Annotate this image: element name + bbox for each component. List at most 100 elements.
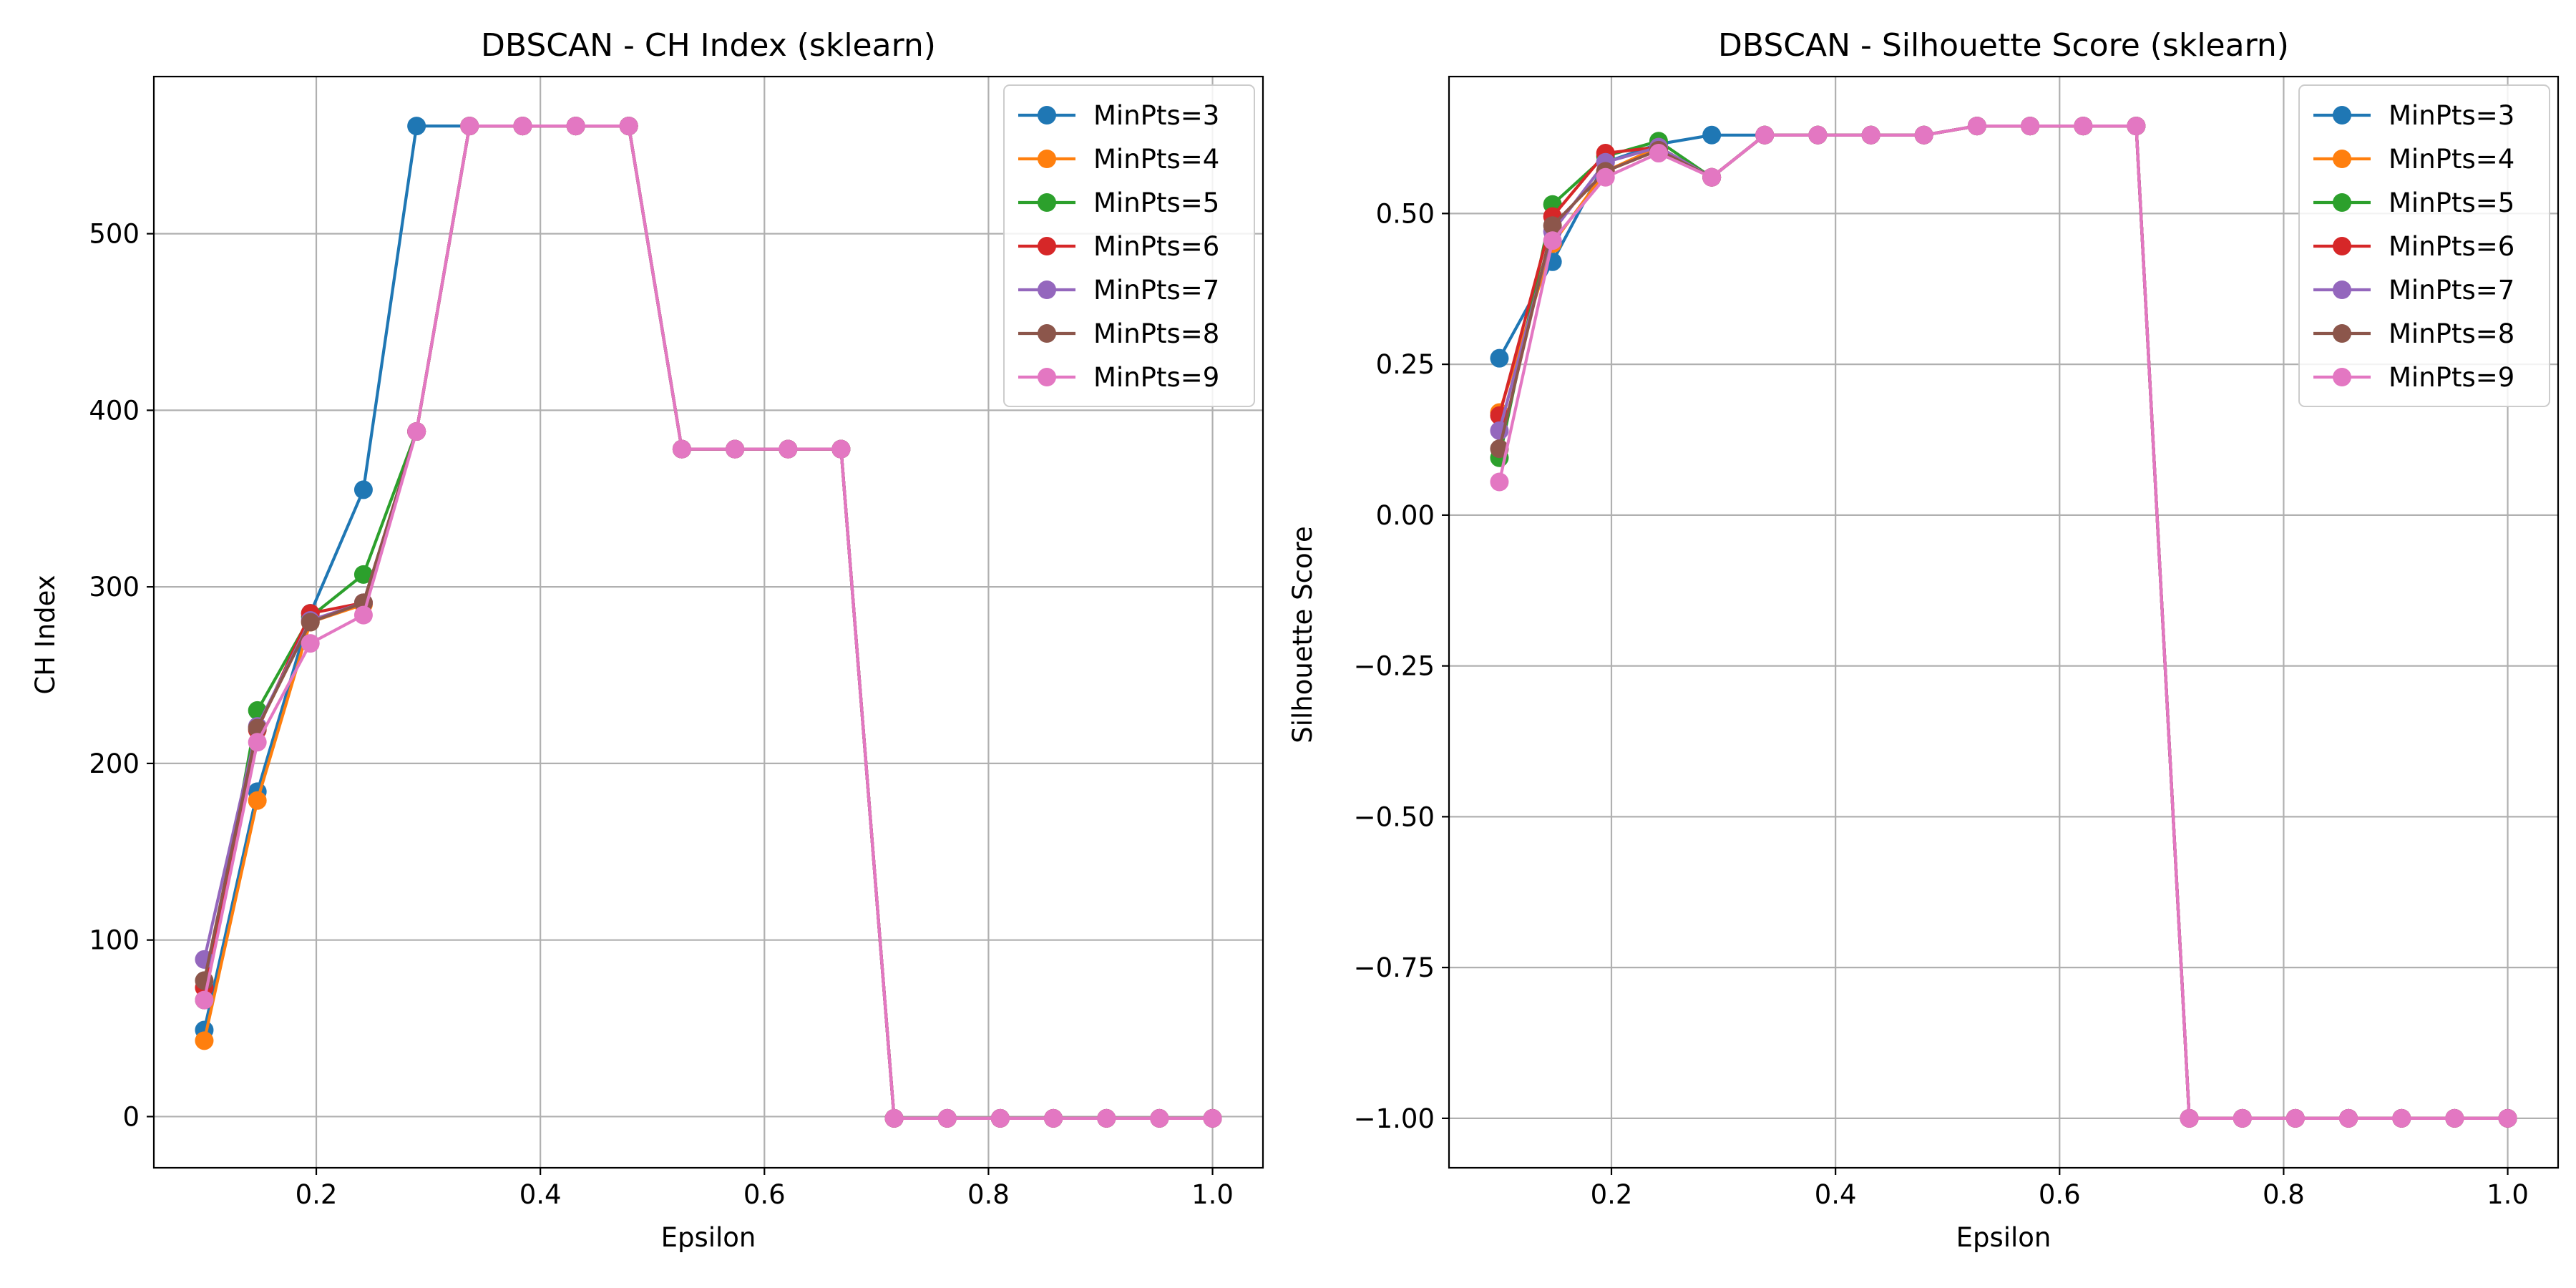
chart-silhouette-score: DBSCAN - Silhouette Score (sklearn) Epsi… <box>1287 27 2560 1253</box>
y-tick-label: 200 <box>89 748 140 779</box>
legend-entry: MinPts=4 <box>1018 144 1219 175</box>
legend-label: MinPts=3 <box>2389 100 2514 131</box>
data-point <box>1150 1108 1169 1128</box>
legend-marker-swatch <box>1038 280 1056 299</box>
legend-marker-swatch <box>2333 150 2351 168</box>
data-point <box>672 439 691 459</box>
data-point <box>2285 1108 2305 1128</box>
data-point <box>195 1031 214 1050</box>
x-tick-label: 0.8 <box>967 1179 1010 1210</box>
data-point <box>1203 1108 1222 1128</box>
y-axis-label: Silhouette Score <box>1287 526 1318 743</box>
data-point <box>884 1108 904 1128</box>
data-point <box>1543 231 1562 250</box>
data-point <box>353 565 373 584</box>
x-tick-label: 1.0 <box>1191 1179 1234 1210</box>
y-tick-label: 100 <box>89 925 140 956</box>
legend-label: MinPts=8 <box>1093 318 1219 349</box>
data-point <box>407 421 426 441</box>
legend-label: MinPts=8 <box>2389 318 2514 349</box>
legend-marker-swatch <box>2333 106 2351 125</box>
data-point <box>1490 348 1509 368</box>
legend-marker-swatch <box>1038 150 1056 168</box>
legend-entry: MinPts=9 <box>2313 362 2514 393</box>
data-point <box>2392 1108 2411 1128</box>
x-axis-label: Epsilon <box>661 1222 756 1253</box>
y-tick-label: −0.75 <box>1354 952 1435 983</box>
data-point <box>301 613 320 632</box>
legend-marker-swatch <box>1038 106 1056 125</box>
data-point <box>513 117 532 136</box>
legend-label: MinPts=9 <box>1093 362 1219 393</box>
data-point <box>1044 1108 1063 1128</box>
data-point <box>248 791 267 810</box>
data-point <box>2180 1108 2199 1128</box>
data-point <box>460 117 479 136</box>
x-tick-label: 0.6 <box>743 1179 786 1210</box>
x-tick-label: 0.2 <box>1591 1179 1633 1210</box>
legend-box <box>2298 84 2550 407</box>
data-point <box>779 439 798 459</box>
data-point <box>1755 125 1775 145</box>
x-axis-label: Epsilon <box>1956 1222 2051 1253</box>
data-point <box>1861 125 1880 145</box>
data-point <box>2339 1108 2358 1128</box>
y-tick-label: −1.00 <box>1354 1103 1435 1134</box>
x-tick-label: 0.4 <box>1815 1179 1857 1210</box>
legend: MinPts=3 MinPts=4 MinPts=5 MinPts=6 MinPts=7… <box>2298 84 2550 407</box>
axes-frame <box>152 75 1264 1169</box>
y-tick-label: −0.50 <box>1354 801 1435 832</box>
data-point <box>1808 125 1828 145</box>
legend-entry: MinPts=8 <box>2313 318 2514 349</box>
legend-marker-swatch <box>2333 368 2351 386</box>
data-point <box>1097 1108 1116 1128</box>
x-tick-label: 0.2 <box>296 1179 338 1210</box>
y-tick-label: 0.00 <box>1376 500 1435 531</box>
axes-frame <box>1448 75 2560 1169</box>
data-point <box>248 733 267 752</box>
chart-ch-index: DBSCAN - CH Index (sklearn) Epsilon CH I… <box>30 27 1264 1253</box>
x-tick-label: 0.6 <box>2039 1179 2081 1210</box>
y-tick-label: 0.50 <box>1376 198 1435 229</box>
legend-label: MinPts=9 <box>2389 362 2514 393</box>
legend-marker-swatch <box>2333 280 2351 299</box>
x-tick-label: 0.8 <box>2263 1179 2305 1210</box>
legend-entry: MinPts=4 <box>2313 144 2514 175</box>
legend-label: MinPts=7 <box>1093 275 1219 306</box>
data-point <box>407 117 426 136</box>
legend-entry: MinPts=6 <box>2313 231 2514 262</box>
data-point <box>831 439 851 459</box>
data-point <box>2445 1108 2464 1128</box>
legend-box <box>1003 84 1255 407</box>
legend-label: MinPts=4 <box>1093 144 1219 175</box>
legend-marker-swatch <box>1038 237 1056 255</box>
legend: MinPts=3 MinPts=4 MinPts=5 MinPts=6 MinPts=7… <box>1003 84 1255 407</box>
x-tick-label: 1.0 <box>2487 1179 2529 1210</box>
data-point <box>2074 117 2093 136</box>
y-axis-label: CH Index <box>30 575 61 694</box>
legend-label: MinPts=5 <box>1093 187 1219 218</box>
y-tick-label: 0.25 <box>1376 349 1435 380</box>
data-point <box>2021 117 2040 136</box>
data-point <box>195 990 214 1010</box>
legend-marker-swatch <box>1038 193 1056 212</box>
y-tick-label: 0 <box>122 1101 140 1132</box>
legend-marker-swatch <box>2333 193 2351 212</box>
legend-label: MinPts=5 <box>2389 187 2514 218</box>
data-point <box>1543 216 1562 235</box>
legend-label: MinPts=6 <box>2389 231 2514 262</box>
data-point <box>1702 125 1722 145</box>
series-group <box>195 117 1222 1128</box>
legend-entry: MinPts=7 <box>2313 275 2514 306</box>
data-point <box>2127 117 2146 136</box>
data-point <box>1490 472 1509 492</box>
legend-label: MinPts=4 <box>2389 144 2514 175</box>
legend-entry: MinPts=6 <box>1018 231 1219 262</box>
data-point <box>619 117 638 136</box>
data-point <box>2233 1108 2252 1128</box>
y-tick-label: 300 <box>89 572 140 602</box>
legend-entry: MinPts=5 <box>2313 187 2514 218</box>
data-point <box>1967 117 1986 136</box>
